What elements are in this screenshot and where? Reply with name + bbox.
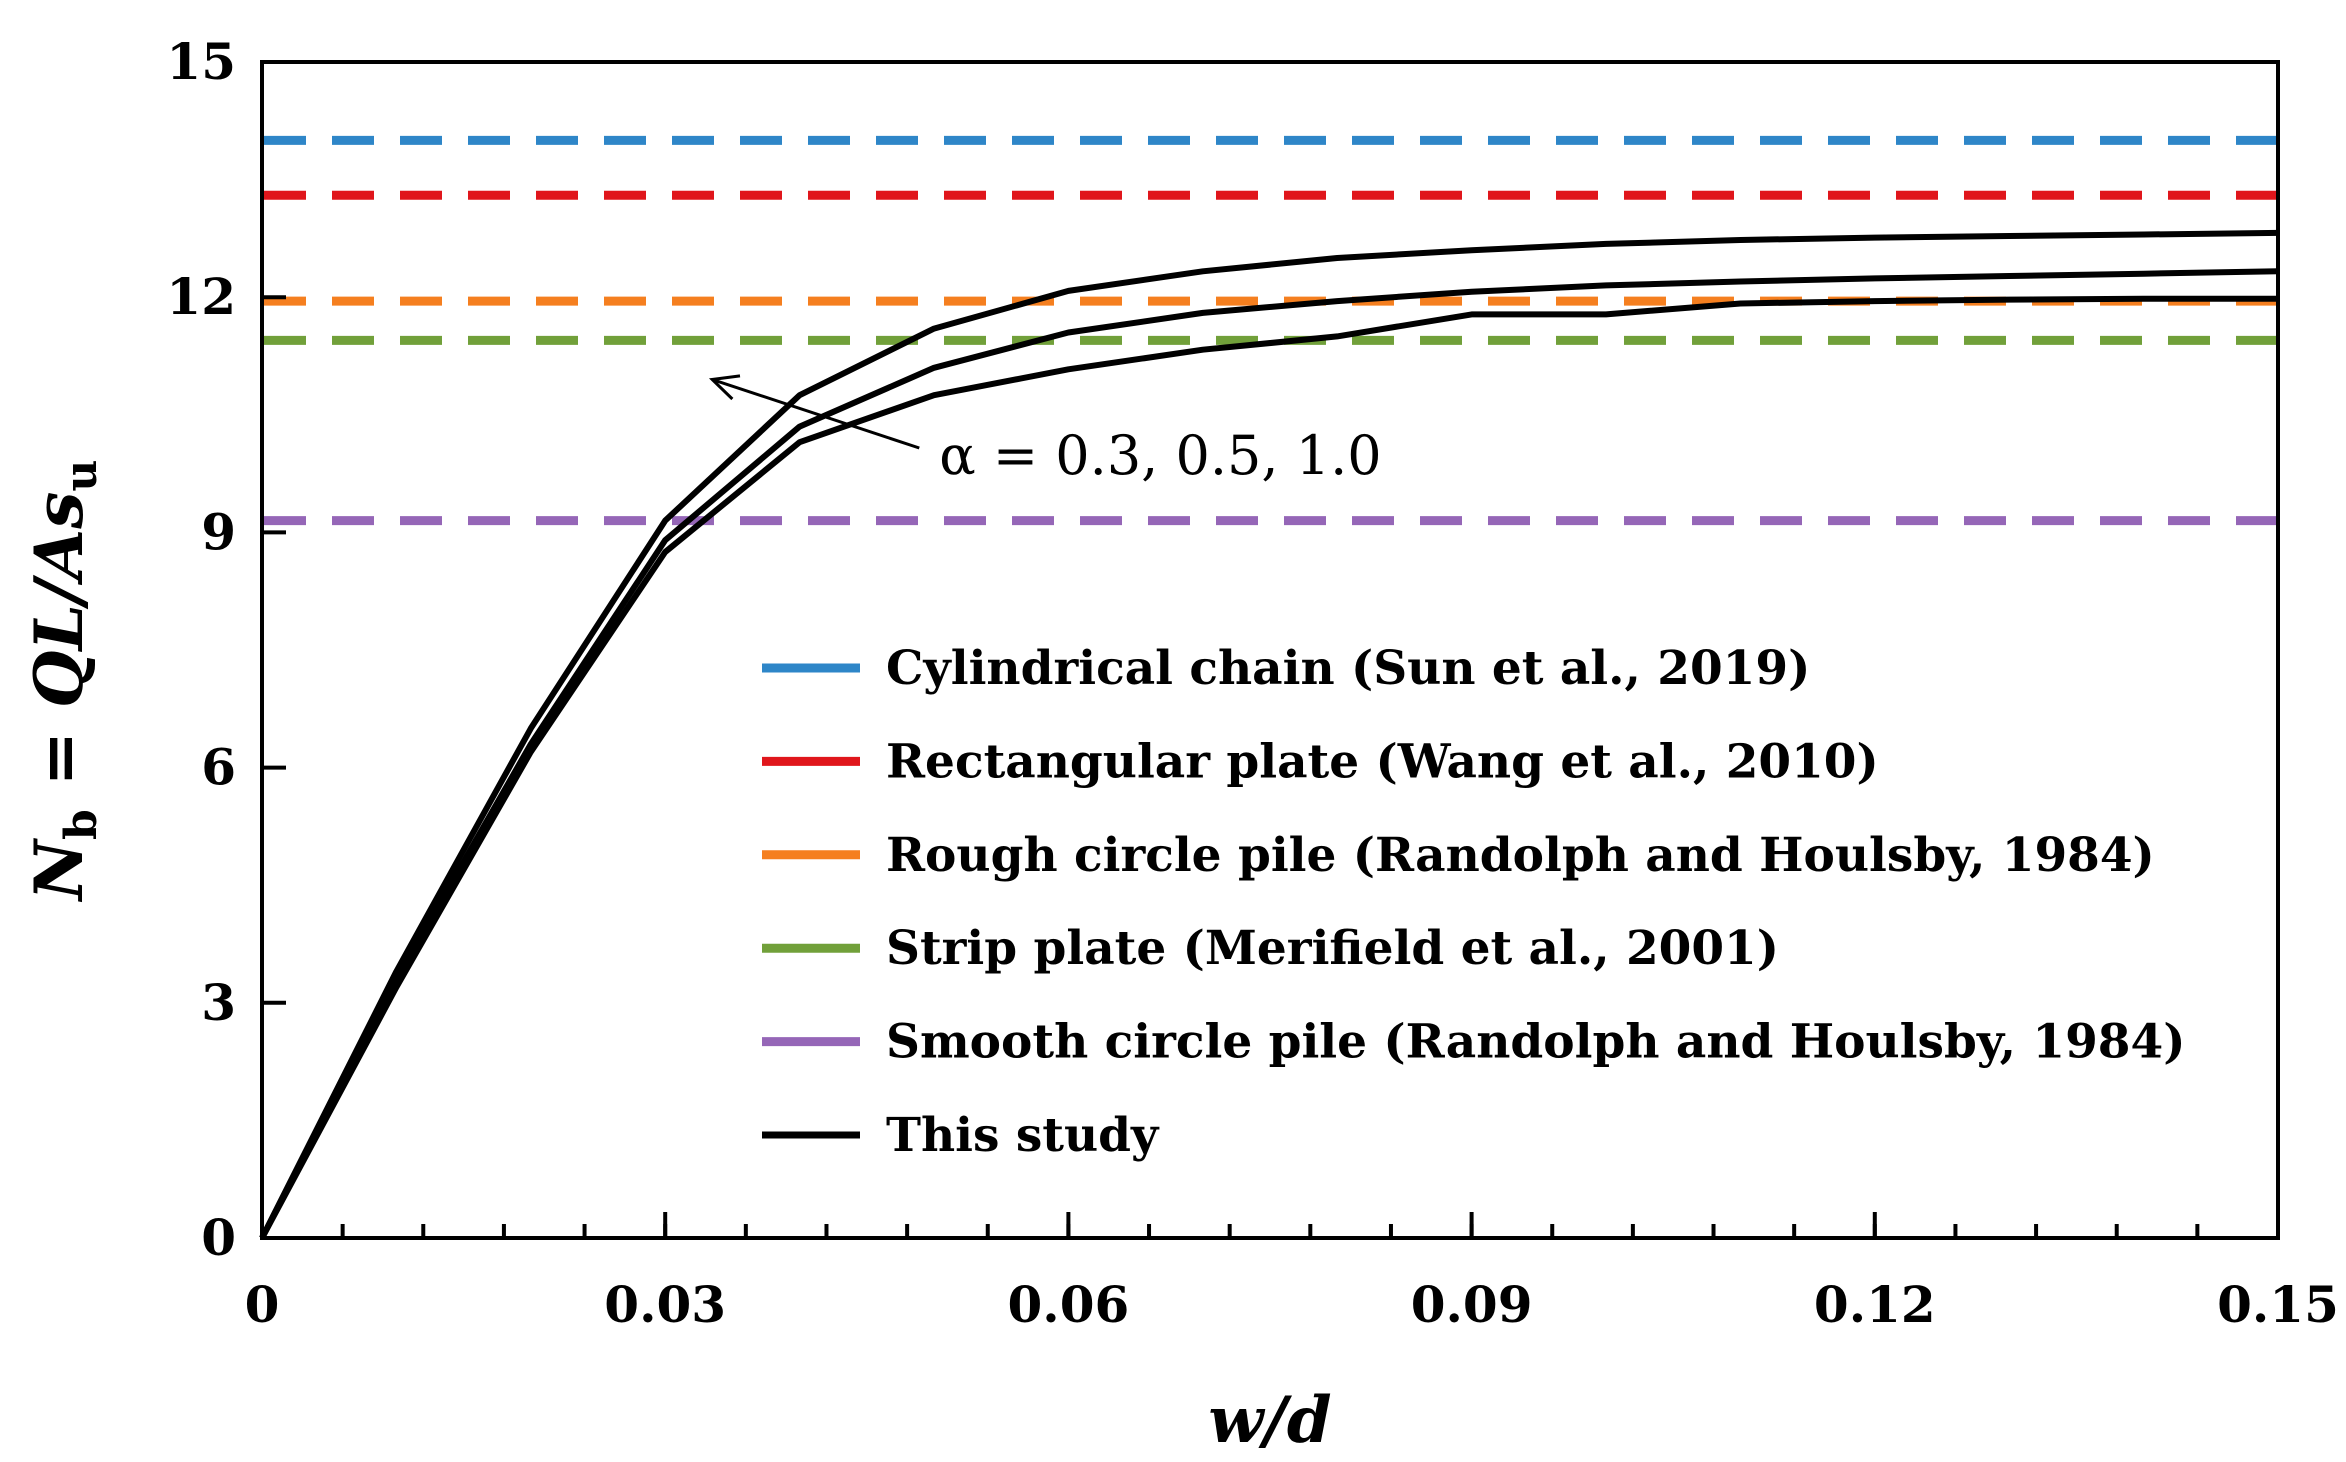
legend-label-2: Rectangular plate (Wang et al., 2010) (886, 734, 1879, 789)
x-tick-label: 0.12 (1814, 1275, 1936, 1334)
x-tick-label: 0.03 (604, 1275, 726, 1334)
legend-label-6: This study (886, 1108, 1160, 1163)
series-line-2 (259, 268, 2279, 1240)
x-tick-label: 0 (245, 1275, 280, 1334)
annotation-arrow (711, 378, 920, 450)
data-series-group (259, 229, 2279, 1240)
annotation-arrow-head (708, 374, 741, 401)
legend-label-3: Rough circle pile (Randolph and Houlsby,… (886, 828, 2155, 883)
x-tick-label: 0.09 (1411, 1275, 1533, 1334)
plot-frame (260, 60, 2280, 1240)
y-axis-title-symbol-sub: b (56, 809, 107, 840)
y-tick-label: 9 (201, 502, 236, 561)
y-axis-title-expression: QL/As (20, 492, 98, 708)
y-axis-title-symbol: N (20, 837, 98, 902)
y-axis-title-equals: = (20, 708, 98, 809)
series-line-3 (259, 295, 2278, 1240)
y-axis-title: Nb = QL/Asu (20, 460, 107, 903)
axes-frame (260, 60, 2280, 1240)
legend: Cylindrical chain (Sun et al., 2019) Rect… (762, 641, 2185, 1163)
legend-label-5: Smooth circle pile (Randolph and Houlsby… (886, 1015, 2185, 1070)
y-ticks-group: 0 3 6 9 12 15 (166, 32, 286, 1267)
x-axis-title: w/d (1208, 1383, 1331, 1458)
y-axis-title-expression-sub: u (56, 460, 107, 492)
x-ticks-group: 0 0.03 0.06 0.09 0.12 0.15 (245, 1212, 2339, 1334)
x-tick-label: 0.15 (2217, 1275, 2339, 1334)
y-tick-label: 6 (201, 738, 236, 797)
y-tick-label: 12 (166, 267, 236, 326)
annotation-label: α = 0.3, 0.5, 1.0 (939, 424, 1381, 487)
x-tick-label: 0.06 (1008, 1275, 1130, 1334)
legend-label-1: Cylindrical chain (Sun et al., 2019) (886, 641, 1810, 696)
series-line-1 (259, 229, 2279, 1240)
y-tick-label: 15 (166, 32, 236, 91)
y-tick-label: 3 (201, 973, 236, 1032)
y-tick-label: 0 (201, 1208, 236, 1267)
annotation-group: α = 0.3, 0.5, 1.0 (708, 374, 1382, 487)
legend-label-4: Strip plate (Merifield et al., 2001) (886, 921, 1779, 976)
